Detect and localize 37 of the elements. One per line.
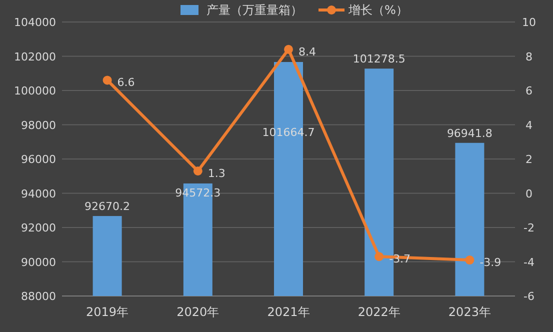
data-label: 101278.5: [352, 52, 406, 66]
y-tick-label: 92000: [21, 222, 56, 234]
x-tick-label: 2022年: [358, 305, 400, 319]
point: [374, 252, 384, 262]
y-tick-label: 100000: [14, 84, 56, 98]
y2-tick-label: -2: [524, 222, 534, 234]
y-tick-label: 88000: [21, 290, 56, 303]
legend-label: 产量（万重量箱）: [206, 3, 302, 17]
data-label: -3.7: [389, 252, 411, 266]
y2-tick-label: -4: [524, 256, 534, 269]
y2-tick-label: 0: [526, 187, 532, 200]
y2-tick-label: 4: [526, 118, 532, 132]
data-label: 8.4: [298, 45, 316, 58]
y2-tick-label: 2: [526, 153, 532, 166]
y-tick-label: 94000: [21, 187, 56, 200]
y2-tick-label: 6: [526, 84, 532, 98]
y-tick-label: 96000: [21, 153, 56, 166]
x-tick-label: 2023年: [448, 305, 491, 319]
y2-tick-label: 8: [526, 50, 532, 64]
legend-label: 增长（%）: [348, 3, 408, 17]
y-tick-label: 90000: [21, 256, 56, 269]
y2-tick-label: -6: [524, 290, 534, 303]
data-label: 6.6: [117, 76, 135, 90]
x-tick-label: 2019年: [86, 305, 129, 319]
y-tick-label: 104000: [14, 16, 56, 29]
x-tick-label: 2020年: [176, 305, 220, 319]
point: [284, 44, 293, 54]
y-tick-label: 98000: [21, 118, 56, 132]
point: [102, 76, 112, 85]
point: [465, 256, 474, 265]
data-label: 92670.2: [84, 200, 130, 214]
point: [193, 166, 202, 176]
data-label: 1.3: [208, 166, 226, 180]
x-tick-label: 2021年: [267, 305, 310, 319]
y2-tick-label: 10: [522, 16, 536, 29]
data-label: 96941.8: [446, 126, 492, 140]
y-tick-label: 102000: [14, 50, 56, 64]
